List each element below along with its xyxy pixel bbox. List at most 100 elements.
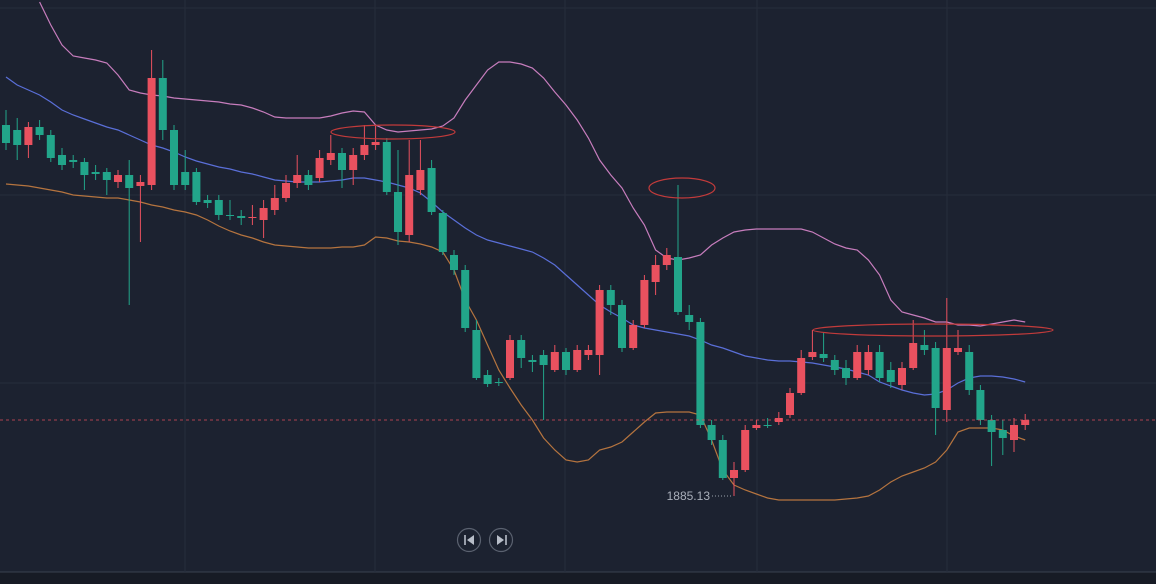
candle-body: [774, 418, 783, 422]
candle-body: [909, 343, 918, 368]
candle-body: [382, 142, 391, 192]
candle-body: [394, 192, 402, 232]
candle-body: [102, 172, 111, 180]
candle: [282, 175, 290, 202]
candle: [472, 320, 481, 380]
candle: [595, 285, 604, 375]
footer-strip: [0, 572, 1156, 584]
candle: [248, 205, 257, 225]
button-icon: [467, 535, 474, 545]
candle-body: [965, 352, 974, 390]
candle-body: [483, 375, 492, 384]
candle-body: [741, 430, 750, 470]
candle-body: [786, 393, 794, 415]
candle-body: [752, 425, 761, 428]
candle-body: [91, 172, 100, 174]
candle: [382, 138, 391, 195]
candle: [494, 378, 503, 386]
candle: [954, 330, 962, 355]
candle: [13, 118, 22, 160]
low-price-label: 1885.13: [667, 489, 711, 503]
band-line: [39, 1, 1026, 327]
candle-body: [170, 130, 178, 185]
candle: [416, 140, 425, 195]
candle-body: [819, 354, 828, 358]
candle: [136, 175, 145, 242]
candle-body: [13, 130, 22, 145]
candle: [920, 330, 929, 355]
candle-body: [181, 172, 190, 185]
highlight-ellipse: [812, 323, 1054, 337]
candle-body: [830, 360, 839, 370]
candle: [91, 165, 100, 180]
candle: [1010, 418, 1018, 452]
candle: [427, 160, 436, 215]
candle: [438, 210, 447, 255]
candle-body: [539, 355, 548, 365]
candle-body: [550, 352, 559, 370]
candle: [830, 355, 839, 375]
candle: [170, 125, 178, 190]
candle-body: [371, 142, 380, 145]
candle-body: [349, 155, 358, 170]
candle-body: [360, 145, 369, 155]
drawn-ellipses: [330, 124, 1054, 337]
candle: [237, 210, 246, 225]
candle: [46, 130, 55, 162]
candle-body: [69, 160, 78, 162]
candle-body: [875, 352, 884, 378]
candle: [853, 345, 862, 380]
candle: [371, 125, 380, 150]
candle: [965, 345, 974, 395]
candle-body: [528, 360, 537, 362]
candle-body: [125, 175, 134, 188]
highlight-ellipse: [648, 177, 716, 199]
candle: [942, 298, 951, 422]
candle: [226, 200, 234, 220]
candle-body: [270, 198, 279, 210]
candle: [998, 420, 1007, 455]
candle: [360, 125, 369, 160]
scroll-forward-button[interactable]: [488, 527, 514, 553]
candle: [315, 150, 324, 182]
candle: [203, 195, 212, 208]
candle: [461, 265, 470, 332]
candles: [2, 50, 1030, 496]
candle: [808, 330, 817, 360]
candle: [304, 170, 313, 190]
candle: [24, 122, 33, 158]
candle: [125, 160, 134, 305]
candle: [875, 345, 884, 382]
candle: [114, 170, 122, 188]
candle-body: [80, 162, 89, 175]
candle: [886, 362, 895, 388]
candle: [214, 195, 223, 220]
candle-body: [640, 280, 649, 325]
candle: [147, 50, 156, 190]
candle-body: [920, 345, 929, 350]
candle: [987, 415, 996, 466]
candle-body: [506, 340, 514, 378]
candle-body: [886, 370, 895, 382]
candle-body: [293, 175, 302, 183]
candle-body: [954, 348, 962, 352]
candle-body: [931, 348, 940, 408]
candle: [562, 348, 570, 375]
candle: [584, 345, 593, 360]
candle: [58, 148, 66, 170]
candle-body: [405, 175, 414, 235]
candle-body: [416, 170, 425, 190]
candle-body: [584, 350, 593, 355]
candle: [2, 110, 10, 150]
candle-body: [192, 172, 201, 202]
candle-body: [326, 153, 335, 160]
candle: [606, 285, 615, 315]
candle: [786, 388, 794, 418]
candle: [35, 120, 44, 140]
candle-body: [237, 216, 246, 218]
scroll-back-button[interactable]: [456, 527, 482, 553]
candle-body: [853, 352, 862, 378]
candle-body: [562, 352, 570, 370]
candle-body: [718, 440, 727, 478]
